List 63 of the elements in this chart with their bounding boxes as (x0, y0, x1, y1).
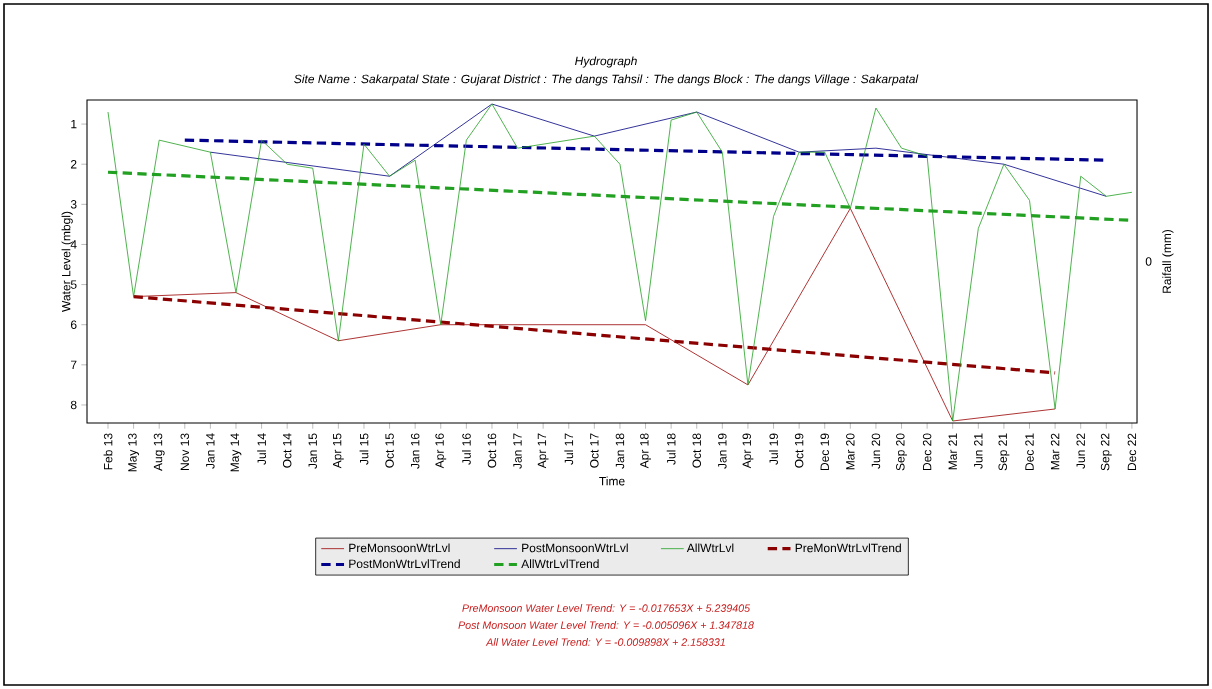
x-tick-label: Mar 20 (846, 433, 855, 470)
legend-label: AllWtrLvlTrend (521, 559, 599, 569)
x-tick-label: Feb 13 (103, 433, 113, 470)
x-tick-label: Sep 21 (998, 433, 1010, 471)
x-tick-label: May 14 (230, 433, 242, 472)
x-tick-label: Apr 17 (537, 433, 549, 469)
x-tick-label: Jun 22 (1076, 433, 1085, 469)
x-tick-label: Jan 15 (308, 433, 317, 469)
x-tick-label: Mar 21 (948, 433, 957, 470)
y-tick-label: 8 (70, 400, 77, 410)
legend-label: PreMonsoonWtrLvl (349, 543, 450, 553)
x-tick-label: Sep 22 (1100, 433, 1112, 471)
x-tick-label: Jul 18 (666, 433, 676, 465)
x-tick-label: Nov 13 (180, 433, 190, 471)
y-tick-label: 7 (70, 360, 77, 369)
text: PreMonsoon Water Level Trend: Y = -0.017653X + 5.239405 (462, 604, 751, 612)
y-tick-label: 6 (70, 320, 77, 329)
y-tick-label: 1 (71, 119, 77, 129)
x-tick-label: Dec 19 (820, 433, 829, 471)
legend-label: PreMonWtrLvlTrend (795, 543, 901, 553)
legend-label: AllWtrLvl (686, 543, 734, 553)
legend-label: PostMonsoonWtrLvl (522, 543, 628, 553)
y-tick-label: 2 (70, 160, 77, 169)
x-tick-label: Dec 20 (922, 433, 932, 471)
x-tick-label: Jul 16 (461, 433, 471, 465)
x-tick-label: Jan 14 (206, 433, 215, 469)
x-tick-label: Mar 22 (1050, 433, 1060, 470)
x-tick-label: Apr 18 (640, 433, 651, 469)
x-tick-label: Oct 17 (590, 433, 599, 468)
text: 0 (1145, 257, 1152, 266)
x-tick-label: Jan 18 (615, 433, 625, 469)
x-tick-label: Oct 14 (282, 433, 292, 468)
x-axis-title: Time (599, 476, 625, 486)
x-tick-label: Jun 20 (871, 433, 881, 469)
x-tick-label: May 13 (128, 433, 140, 472)
x-tick-label: Apr 15 (333, 433, 344, 469)
text: All Water Level Trend: Y = -0.009898X + 2.158331 (485, 638, 725, 646)
x-tick-label: Jun 21 (974, 433, 983, 469)
legend-label: PostMonWtrLvlTrend (349, 559, 460, 569)
text: Post Monsoon Water Level Trend: Y = -0.005096X + 1.347818 (458, 621, 754, 629)
x-tick-label: Apr 19 (742, 433, 754, 469)
x-tick-label: Oct 16 (487, 433, 497, 468)
x-tick-label: Oct 15 (385, 433, 394, 468)
x-tick-label: Dec 22 (1127, 433, 1137, 471)
x-tick-label: Jan 17 (513, 433, 522, 469)
x-tick-label: Jul 15 (359, 433, 369, 465)
x-tick-label: Apr 16 (435, 433, 447, 469)
x-tick-label: Dec 21 (1025, 433, 1034, 471)
line-series (107, 103, 1133, 422)
x-tick-label: Jul 19 (769, 433, 778, 465)
x-tick-label: Jan 19 (718, 433, 727, 469)
chart-title: Hydrograph (575, 56, 637, 68)
x-tick-label: Jul 14 (257, 433, 266, 465)
x-tick-label: Jul 17 (564, 433, 574, 465)
y-tick-label: 5 (70, 280, 77, 289)
x-tick-label: Oct 18 (692, 433, 701, 468)
y-tick-label: 3 (70, 200, 77, 209)
x-tick-label: Sep 20 (896, 433, 907, 471)
x-tick-label: Jan 16 (410, 433, 420, 469)
y2-axis-title: Raifall (mm) (1162, 229, 1174, 293)
x-tick-label: Oct 19 (794, 433, 804, 468)
x-tick-label: Aug 13 (153, 433, 165, 471)
chart-subtitle: Site Name : Sakarpatal State : Gujarat District : The dangs Tahsil : The dangs Block : The dangs Village : Sakarpatal (294, 74, 919, 86)
